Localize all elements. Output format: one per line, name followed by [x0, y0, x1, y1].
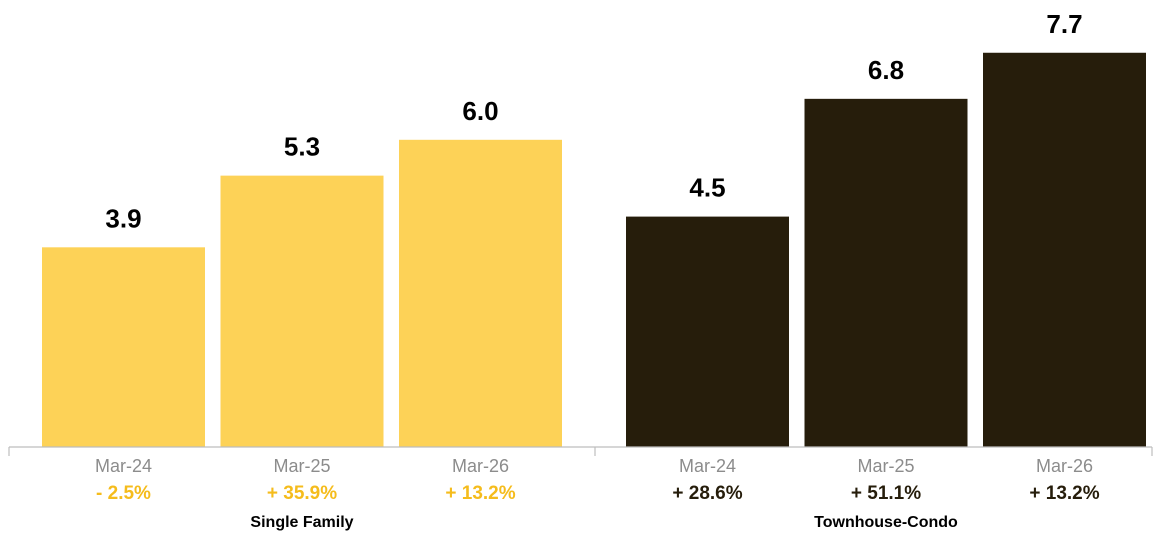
- change-label: + 13.2%: [1029, 483, 1099, 504]
- data-label: 6.0: [462, 96, 498, 126]
- bar-single-family-mar-26: [399, 139, 562, 448]
- x-axis: [8, 446, 1153, 456]
- bars-layer: [42, 52, 1146, 448]
- change-label: + 13.2%: [445, 483, 515, 504]
- group-label: Townhouse-Condo: [814, 514, 958, 531]
- x-tick-label: Mar-26: [452, 456, 509, 476]
- data-label: 6.8: [868, 55, 904, 85]
- bar-townhouse-condo-mar-24: [626, 216, 789, 447]
- x-tick-label: Mar-24: [679, 456, 736, 476]
- bar-townhouse-condo-mar-25: [804, 98, 968, 447]
- x-tick-label: Mar-25: [273, 456, 330, 476]
- x-tick-label: Mar-24: [95, 456, 152, 476]
- bar-single-family-mar-24: [42, 247, 205, 447]
- group-label: Single Family: [250, 514, 353, 531]
- change-label: - 2.5%: [96, 483, 151, 504]
- x-tick-label: Mar-26: [1036, 456, 1093, 476]
- data-label: 5.3: [284, 132, 320, 162]
- x-tick-label: Mar-25: [857, 456, 914, 476]
- bar-single-family-mar-25: [220, 175, 384, 447]
- bar-townhouse-condo-mar-26: [983, 52, 1146, 447]
- data-label: 4.5: [689, 173, 725, 203]
- change-label: + 35.9%: [267, 483, 337, 504]
- data-label: 7.7: [1046, 9, 1082, 39]
- labels-layer: 3.9 Mar-24 - 2.5% 5.3 Mar-25 + 35.9% 6.0 Mar-26…: [95, 9, 1100, 531]
- change-label: + 28.6%: [672, 483, 742, 504]
- data-label: 3.9: [105, 203, 141, 233]
- change-label: + 51.1%: [851, 483, 921, 504]
